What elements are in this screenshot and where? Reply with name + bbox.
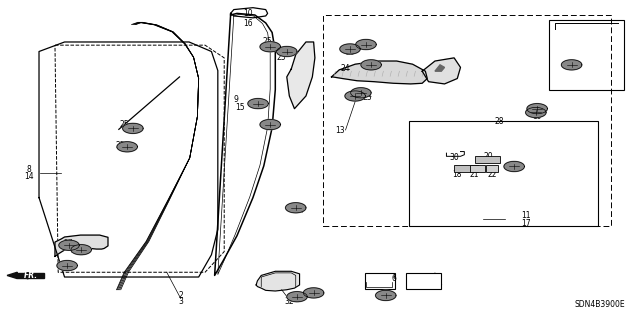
Polygon shape [435,65,445,71]
Polygon shape [285,203,306,213]
Text: 28: 28 [494,117,504,126]
Polygon shape [361,60,381,70]
Text: 6: 6 [392,274,397,283]
Polygon shape [276,47,297,56]
Bar [406,273,442,289]
Polygon shape [351,88,371,98]
Bar [365,273,396,289]
Text: 33: 33 [58,262,67,271]
Text: 32: 32 [285,297,294,306]
Text: FR.: FR. [24,271,38,280]
Text: 9: 9 [233,95,238,104]
Text: 26: 26 [378,293,387,302]
Text: 3: 3 [179,297,183,306]
Bar [323,15,611,226]
Text: 24: 24 [340,64,350,73]
Text: 7: 7 [367,63,372,72]
Text: 23: 23 [362,93,372,102]
Polygon shape [117,142,138,152]
Text: 17: 17 [521,219,531,227]
Text: 34: 34 [294,206,305,215]
Polygon shape [332,61,428,84]
Polygon shape [376,290,396,300]
Polygon shape [345,91,365,101]
Text: 30: 30 [449,153,459,162]
Text: 14: 14 [24,173,34,182]
Polygon shape [17,273,44,278]
Text: 18: 18 [452,170,461,179]
Bar [486,165,497,172]
Text: 27: 27 [63,239,73,248]
Text: 25: 25 [263,38,273,47]
Polygon shape [356,40,376,49]
Polygon shape [303,288,324,298]
Text: 25: 25 [277,53,287,62]
Polygon shape [340,44,360,54]
Text: 11: 11 [521,211,531,219]
Bar [548,20,624,90]
Text: 25: 25 [346,48,355,57]
Polygon shape [260,120,280,130]
Polygon shape [287,42,315,109]
Text: 10
16: 10 16 [244,9,253,27]
Polygon shape [422,58,461,84]
Text: 12: 12 [532,104,542,113]
Polygon shape [59,240,79,250]
Text: 8: 8 [26,165,31,174]
Text: 19: 19 [532,112,542,121]
Text: 13: 13 [335,126,345,135]
Text: 25: 25 [119,120,129,129]
Polygon shape [123,123,143,133]
Text: 2: 2 [179,291,183,300]
Text: 29: 29 [509,164,519,173]
Text: 1: 1 [438,278,442,287]
Text: 25: 25 [362,42,372,51]
Text: 25: 25 [564,60,574,69]
Text: 20: 20 [484,152,493,161]
Polygon shape [525,108,546,118]
Polygon shape [256,271,300,291]
Text: 22: 22 [488,170,497,179]
Text: 21: 21 [470,170,479,179]
Polygon shape [504,161,524,172]
Bar [454,165,478,172]
Polygon shape [71,245,92,255]
Text: 28: 28 [267,120,276,129]
Polygon shape [287,292,307,302]
Polygon shape [57,261,77,271]
Text: 31: 31 [70,247,80,256]
Polygon shape [55,235,108,256]
Text: SDN4B3900E: SDN4B3900E [575,300,625,309]
Polygon shape [248,99,268,109]
Bar [474,156,500,163]
Bar [470,165,485,172]
Polygon shape [260,42,280,52]
Text: 27: 27 [311,290,321,299]
Polygon shape [7,272,17,278]
Polygon shape [561,60,582,70]
Text: 25: 25 [116,141,125,150]
Polygon shape [527,104,547,114]
Text: 15: 15 [235,103,244,112]
Bar [410,122,598,226]
